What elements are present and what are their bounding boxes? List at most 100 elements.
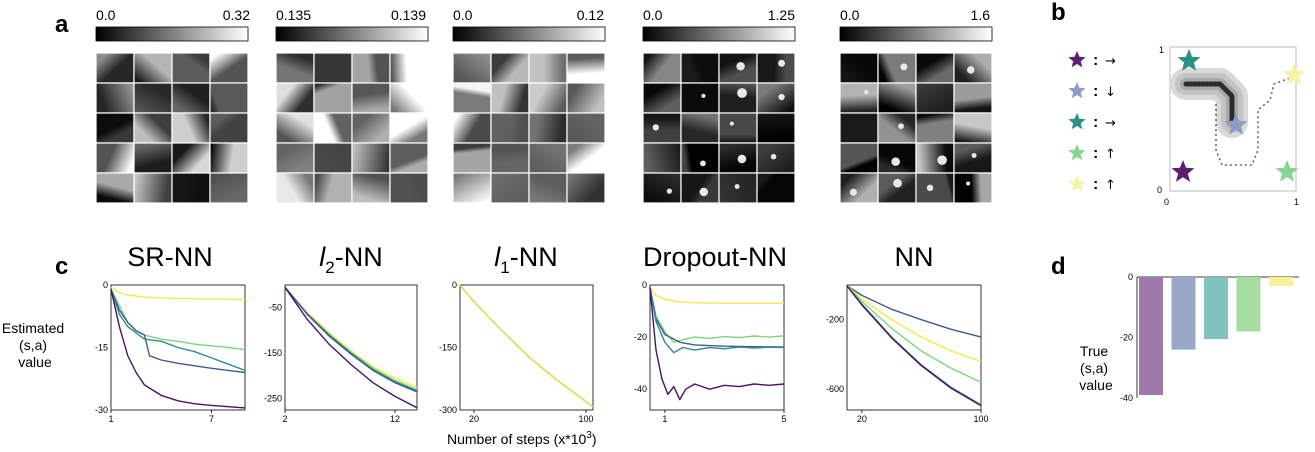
bar bbox=[1236, 277, 1261, 332]
heatmap-tile bbox=[528, 82, 568, 114]
series-line bbox=[284, 286, 418, 392]
y-tick-label: 0 bbox=[1128, 272, 1133, 282]
heatmap-tile bbox=[490, 82, 530, 114]
series-line bbox=[110, 288, 246, 374]
heatmap-tile bbox=[490, 172, 530, 204]
heatmap-tile bbox=[95, 52, 135, 84]
y-tick-label: -300 bbox=[439, 405, 457, 415]
series-line bbox=[459, 284, 594, 408]
y-axis-label-line-2: (s,a) bbox=[19, 337, 47, 353]
heatmap-spot bbox=[666, 188, 672, 194]
heatmap-spot bbox=[729, 121, 734, 126]
heatmap-spot bbox=[863, 89, 869, 95]
heatmap-tile bbox=[490, 112, 530, 144]
heatmap-panel-1: 0.0 0.32 bbox=[96, 7, 250, 23]
gridworld-y-bottom: 0 bbox=[1157, 185, 1162, 195]
heatmap-tile bbox=[528, 172, 568, 204]
heatmap-tile bbox=[915, 172, 955, 204]
colorbar-min-label: 0.0 bbox=[643, 7, 663, 23]
legend-action-arrow-icon: → bbox=[1105, 116, 1116, 131]
x-tick-label: 100 bbox=[578, 414, 593, 424]
heatmap-tile bbox=[313, 112, 353, 144]
heatmap-spot bbox=[652, 124, 659, 131]
series-line bbox=[846, 285, 982, 383]
gridworld-star-icon bbox=[1275, 160, 1299, 182]
y-tick-label: -150 bbox=[264, 348, 282, 358]
heatmap-tile bbox=[915, 142, 955, 174]
x-tick-label: 7 bbox=[209, 414, 214, 424]
panel-letter-c: c bbox=[55, 253, 68, 280]
colorbar bbox=[642, 26, 796, 42]
heatmap-tile bbox=[452, 112, 492, 144]
heatmap-tile bbox=[389, 82, 429, 114]
series-line bbox=[649, 287, 785, 348]
bar bbox=[1171, 277, 1196, 350]
heatmap-panel-4: 0.0 1.25 bbox=[643, 7, 795, 23]
heatmap-tile bbox=[566, 142, 606, 174]
heatmap-tile bbox=[566, 172, 606, 204]
panel-letter-b: b bbox=[1051, 0, 1066, 26]
panel-b: : →: ↓: →: ↑: ↑ 1 0 0 1 bbox=[1068, 45, 1306, 207]
colorbar-min-label: 0.0 bbox=[453, 7, 473, 23]
colorbar bbox=[452, 26, 606, 42]
x-axis-label-main: Number of steps (x*10 bbox=[447, 431, 586, 447]
gridworld-x-right: 1 bbox=[1294, 197, 1299, 207]
x-axis-label-sup: 3 bbox=[586, 430, 592, 441]
heatmap-spot bbox=[966, 181, 971, 186]
legend-star-icon bbox=[1068, 175, 1086, 192]
heatmap-spot bbox=[778, 59, 786, 67]
heatmap-tile bbox=[133, 82, 173, 114]
heatmap-tile bbox=[313, 172, 353, 204]
gridworld-star-icon bbox=[1177, 49, 1201, 71]
y-tick-label: -40 bbox=[634, 384, 647, 394]
heatmap-tile bbox=[839, 172, 879, 204]
heatmap-tile bbox=[566, 112, 606, 144]
y-axis-label-line-3: value bbox=[18, 354, 52, 370]
y-tick-label: 0 bbox=[452, 280, 457, 290]
heatmap-spot bbox=[778, 93, 785, 101]
heatmap-spot bbox=[734, 184, 740, 189]
title-italic-part: l bbox=[494, 242, 501, 272]
y-axis-label-line-1: Estimated bbox=[2, 320, 64, 336]
heatmap-tile bbox=[756, 82, 796, 114]
title-italic-part: l bbox=[319, 242, 326, 272]
series-line bbox=[459, 284, 594, 408]
y-tick-label: -200 bbox=[826, 315, 844, 325]
x-tick-label: 1 bbox=[108, 414, 113, 424]
heatmap-tile bbox=[389, 142, 429, 174]
bar bbox=[1139, 277, 1163, 395]
heatmap-spot bbox=[737, 88, 747, 98]
heatmap-panel-2: 0.135 0.139 bbox=[276, 7, 426, 23]
heatmap-spot bbox=[971, 153, 977, 158]
heatmap-tile bbox=[452, 172, 492, 204]
heatmap-tile bbox=[171, 142, 211, 174]
heatmap-tile bbox=[133, 112, 173, 144]
series-line bbox=[846, 285, 982, 407]
heatmap-tile bbox=[877, 172, 917, 204]
dotted-path bbox=[1215, 77, 1291, 166]
y-tick-label: -150 bbox=[439, 343, 457, 353]
bar-chart: 0 -20 -40 bbox=[1120, 272, 1299, 403]
series-line bbox=[459, 284, 594, 408]
legend-separator: : bbox=[1093, 52, 1098, 69]
colorbar bbox=[275, 26, 429, 42]
heatmap-tile bbox=[133, 142, 173, 174]
series-line bbox=[284, 286, 418, 391]
heatmap-tile bbox=[209, 172, 249, 204]
legend-star-icon bbox=[1068, 113, 1086, 130]
series-line bbox=[110, 286, 246, 301]
y-tick-label: -50 bbox=[269, 303, 282, 313]
heatmap-tile bbox=[877, 82, 917, 114]
y-tick-label: -30 bbox=[95, 405, 108, 415]
line-chart-2: l2-NN2 12-50-150-250 bbox=[264, 242, 418, 424]
series-line bbox=[459, 284, 594, 408]
x-tick-label: 5 bbox=[781, 414, 786, 424]
heatmap-tile bbox=[839, 82, 879, 114]
y-axis-label-line-1: True bbox=[1080, 343, 1108, 359]
series-line bbox=[284, 286, 418, 393]
heatmap-tile bbox=[452, 142, 492, 174]
heatmap-spot bbox=[967, 66, 975, 74]
heatmap-spot bbox=[701, 93, 706, 98]
